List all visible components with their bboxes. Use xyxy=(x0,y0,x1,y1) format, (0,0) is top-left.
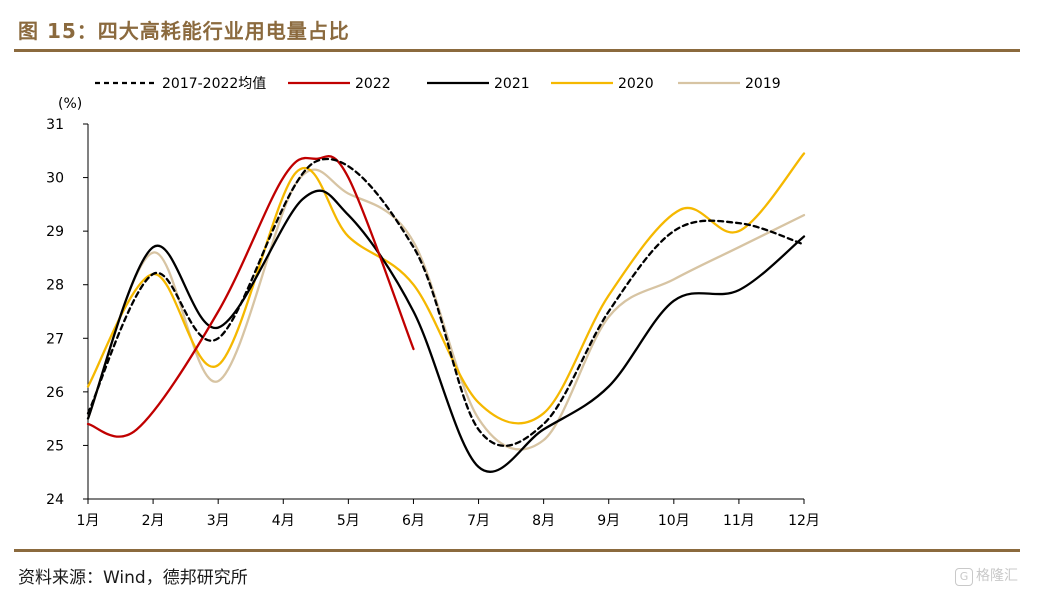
x-tick-label: 6月 xyxy=(402,513,425,529)
y-axis-unit: (%) xyxy=(58,96,82,112)
y-tick-label: 27 xyxy=(46,331,64,347)
logo-icon: G xyxy=(955,568,973,586)
x-tick-label: 2月 xyxy=(142,513,165,529)
y-tick-label: 25 xyxy=(46,438,64,454)
y-tick-label: 30 xyxy=(46,171,64,187)
series-line-2017-2022均值 xyxy=(86,158,806,447)
series-line-2022 xyxy=(86,155,415,438)
x-tick-label: 12月 xyxy=(788,513,820,529)
figure-title: 图 15：四大高耗能行业用电量占比 xyxy=(18,19,350,43)
watermark: G 格隆汇 xyxy=(955,565,1018,586)
legend-label: 2017-2022均值 xyxy=(162,76,266,92)
x-tick-label: 7月 xyxy=(467,513,490,529)
series-line-2021 xyxy=(86,189,806,474)
series-line-2020 xyxy=(86,152,806,425)
x-tick-label: 5月 xyxy=(337,513,360,529)
x-tick-label: 1月 xyxy=(77,513,100,529)
x-tick-label: 9月 xyxy=(597,513,620,529)
chart-axes: 24 25 26 27 28 29 30 31 (%) 1月 2月 3月 4月 5月 6月 7月 8月 9月 10月… xyxy=(46,96,820,529)
y-tick-label: 26 xyxy=(46,385,64,401)
title-divider xyxy=(14,49,1020,52)
source-note: 资料来源：Wind，德邦研究所 xyxy=(18,568,248,588)
y-tick-label: 24 xyxy=(46,492,64,508)
y-tick-label: 31 xyxy=(46,117,64,133)
y-tick-label: 28 xyxy=(46,278,64,294)
x-tick-label: 11月 xyxy=(723,513,755,529)
chart-series xyxy=(86,152,806,474)
x-tick-label: 10月 xyxy=(658,513,690,529)
legend-label: 2019 xyxy=(745,76,781,92)
chart-legend: 2017-2022均值 2022 2021 2020 2019 xyxy=(95,76,781,92)
watermark-text: 格隆汇 xyxy=(976,568,1018,584)
source-divider xyxy=(14,549,1020,552)
legend-label: 2022 xyxy=(355,76,391,92)
series-line-2019 xyxy=(86,168,806,451)
x-tick-label: 4月 xyxy=(272,513,295,529)
legend-label: 2020 xyxy=(618,76,654,92)
y-tick-label: 29 xyxy=(46,224,64,240)
x-tick-label: 8月 xyxy=(532,513,555,529)
x-tick-label: 3月 xyxy=(207,513,230,529)
legend-label: 2021 xyxy=(494,76,530,92)
